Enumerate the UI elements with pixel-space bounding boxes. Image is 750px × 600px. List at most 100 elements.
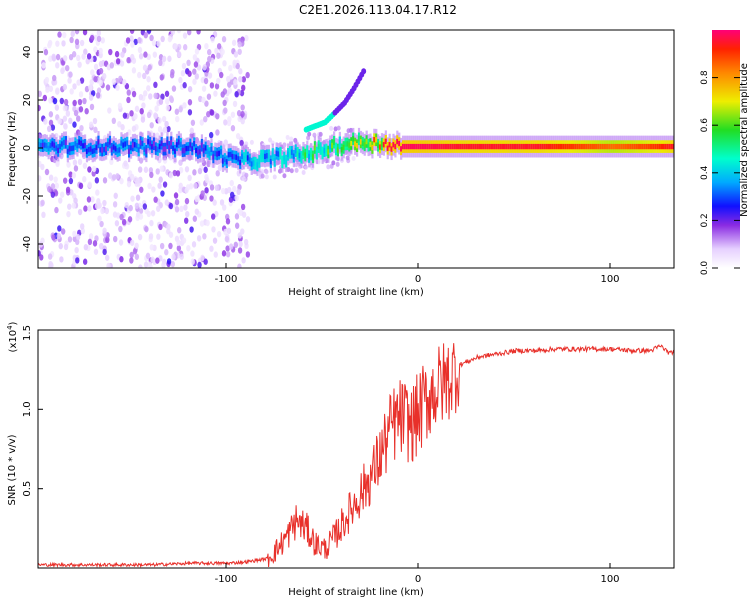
spectrogram-cell <box>82 258 88 265</box>
spectrogram-cell <box>457 143 460 150</box>
spectrogram-cell <box>197 149 200 156</box>
spectrogram-cell <box>470 143 474 150</box>
spectrogram-cell <box>154 145 158 152</box>
spectrogram-cell <box>187 99 193 106</box>
spectrogram-cell <box>147 182 152 190</box>
spectrogram-cell <box>62 115 68 122</box>
spectrogram-cell <box>72 121 77 128</box>
spectrogram-cell <box>41 211 46 219</box>
spectrogram-cell <box>52 97 58 105</box>
spectrogram-cell <box>233 241 239 248</box>
spectrogram-cell <box>258 158 261 165</box>
spectrogram-cell <box>213 90 218 97</box>
spectrogram-cell <box>119 256 124 263</box>
spectrogram-cell <box>148 233 154 240</box>
colorbar-tick-label: 0.6 <box>700 118 710 133</box>
spectrogram-cell <box>660 143 663 150</box>
spectrogram-cell <box>212 154 215 160</box>
spectrogram-cell <box>264 169 269 175</box>
spectrogram-cell <box>50 183 56 190</box>
spectrogram-cell <box>522 143 525 150</box>
spectrogram-cell <box>194 195 199 203</box>
spectrogram-cell <box>447 143 451 150</box>
spectrogram-cell <box>115 58 121 65</box>
spectrogram-cell <box>426 143 430 150</box>
spectrogram-cell <box>160 93 165 100</box>
spectrogram-cell <box>321 150 324 156</box>
spectrogram-cell <box>651 143 654 150</box>
spectrogram-cell <box>119 213 124 221</box>
spectrogram-cell <box>308 153 311 160</box>
colorbar-tick-label: 0.8 <box>700 70 710 85</box>
spectrogram-cell <box>110 146 113 152</box>
spectrogram-cell <box>524 143 527 150</box>
spectrogram-cell <box>186 59 191 67</box>
spectrogram-cell <box>419 143 422 150</box>
spectrogram-cell <box>350 140 353 147</box>
spectrogram-cell <box>301 169 306 175</box>
spectrogram-cell <box>83 142 87 149</box>
spectrogram-cell <box>237 247 243 254</box>
spectrogram-cell <box>242 176 247 182</box>
spectrogram-cell <box>196 30 201 35</box>
spectrogram-cell <box>58 242 63 250</box>
spectrogram-cell <box>213 251 218 258</box>
spectrogram-cell <box>215 129 220 136</box>
colorbar-ticks <box>712 77 740 269</box>
spectrogram-cell <box>361 68 367 75</box>
spectrogram-cell <box>241 257 246 264</box>
spectrogram-cell <box>122 112 128 119</box>
snr-axes <box>38 329 611 568</box>
spectrogram-cell <box>102 177 108 184</box>
spectrogram-cell <box>179 253 184 260</box>
spectrogram-cell <box>453 143 456 150</box>
spectrogram-cell <box>140 116 146 123</box>
spectrogram-cell <box>557 143 560 150</box>
spectrogram-cell <box>40 199 45 207</box>
spectrogram-cell <box>356 142 359 149</box>
spectrogram-cell <box>66 161 71 168</box>
spectrogram-cell <box>134 253 140 260</box>
colorbar-label: Normalized spectral amplitude <box>739 63 750 217</box>
spectrogram-cell <box>65 64 70 72</box>
spectrogram-cell <box>98 79 103 87</box>
spectrogram-cell <box>117 102 123 110</box>
colorbar-tick-label: 0.0 <box>700 261 710 276</box>
spectrogram-cell <box>292 153 295 159</box>
spectrogram-cell <box>174 198 180 206</box>
spectrogram-cell <box>102 199 107 207</box>
spectrogram-cell <box>47 186 52 193</box>
spectrogram-cell <box>184 187 189 194</box>
spectrogram-cell <box>66 148 69 155</box>
spectrogram-cell <box>131 67 137 74</box>
spectrogram-cell <box>373 137 376 143</box>
spectrogram-cell <box>138 157 144 164</box>
spectrogram-cell <box>192 169 197 176</box>
spectrogram-cell <box>184 166 190 173</box>
spectrogram-cell <box>199 220 205 227</box>
spectrogram-cell <box>224 235 230 243</box>
spectrogram-cell <box>112 144 115 150</box>
spectrogram-cell <box>123 160 128 167</box>
spectrogram-cell <box>62 55 68 62</box>
spectrogram-cell <box>129 145 133 151</box>
spectrogram-cell <box>326 164 331 170</box>
spectrogram-cell <box>392 142 395 148</box>
spectrogram-cell <box>126 140 129 146</box>
spectrogram-cell <box>176 51 182 58</box>
spectrogram-cell <box>68 146 71 152</box>
spectrogram-cell <box>282 142 287 148</box>
spectrogram-cell <box>218 150 221 157</box>
spectrogram-cell <box>74 30 80 35</box>
spectrogram-cell <box>177 227 182 234</box>
spectrogram-cell <box>78 106 84 113</box>
spectrogram-cell <box>532 143 535 150</box>
spectrogram-cell <box>248 157 251 163</box>
spectrogram-cell <box>83 244 89 251</box>
spectrogram-cell <box>78 91 84 98</box>
spectrogram-cell <box>87 205 92 212</box>
spectrogram-cell <box>87 147 91 153</box>
spectrogram-cell <box>159 74 164 81</box>
spectrogram-cell <box>180 69 186 77</box>
spectrogram-cell <box>157 126 163 133</box>
